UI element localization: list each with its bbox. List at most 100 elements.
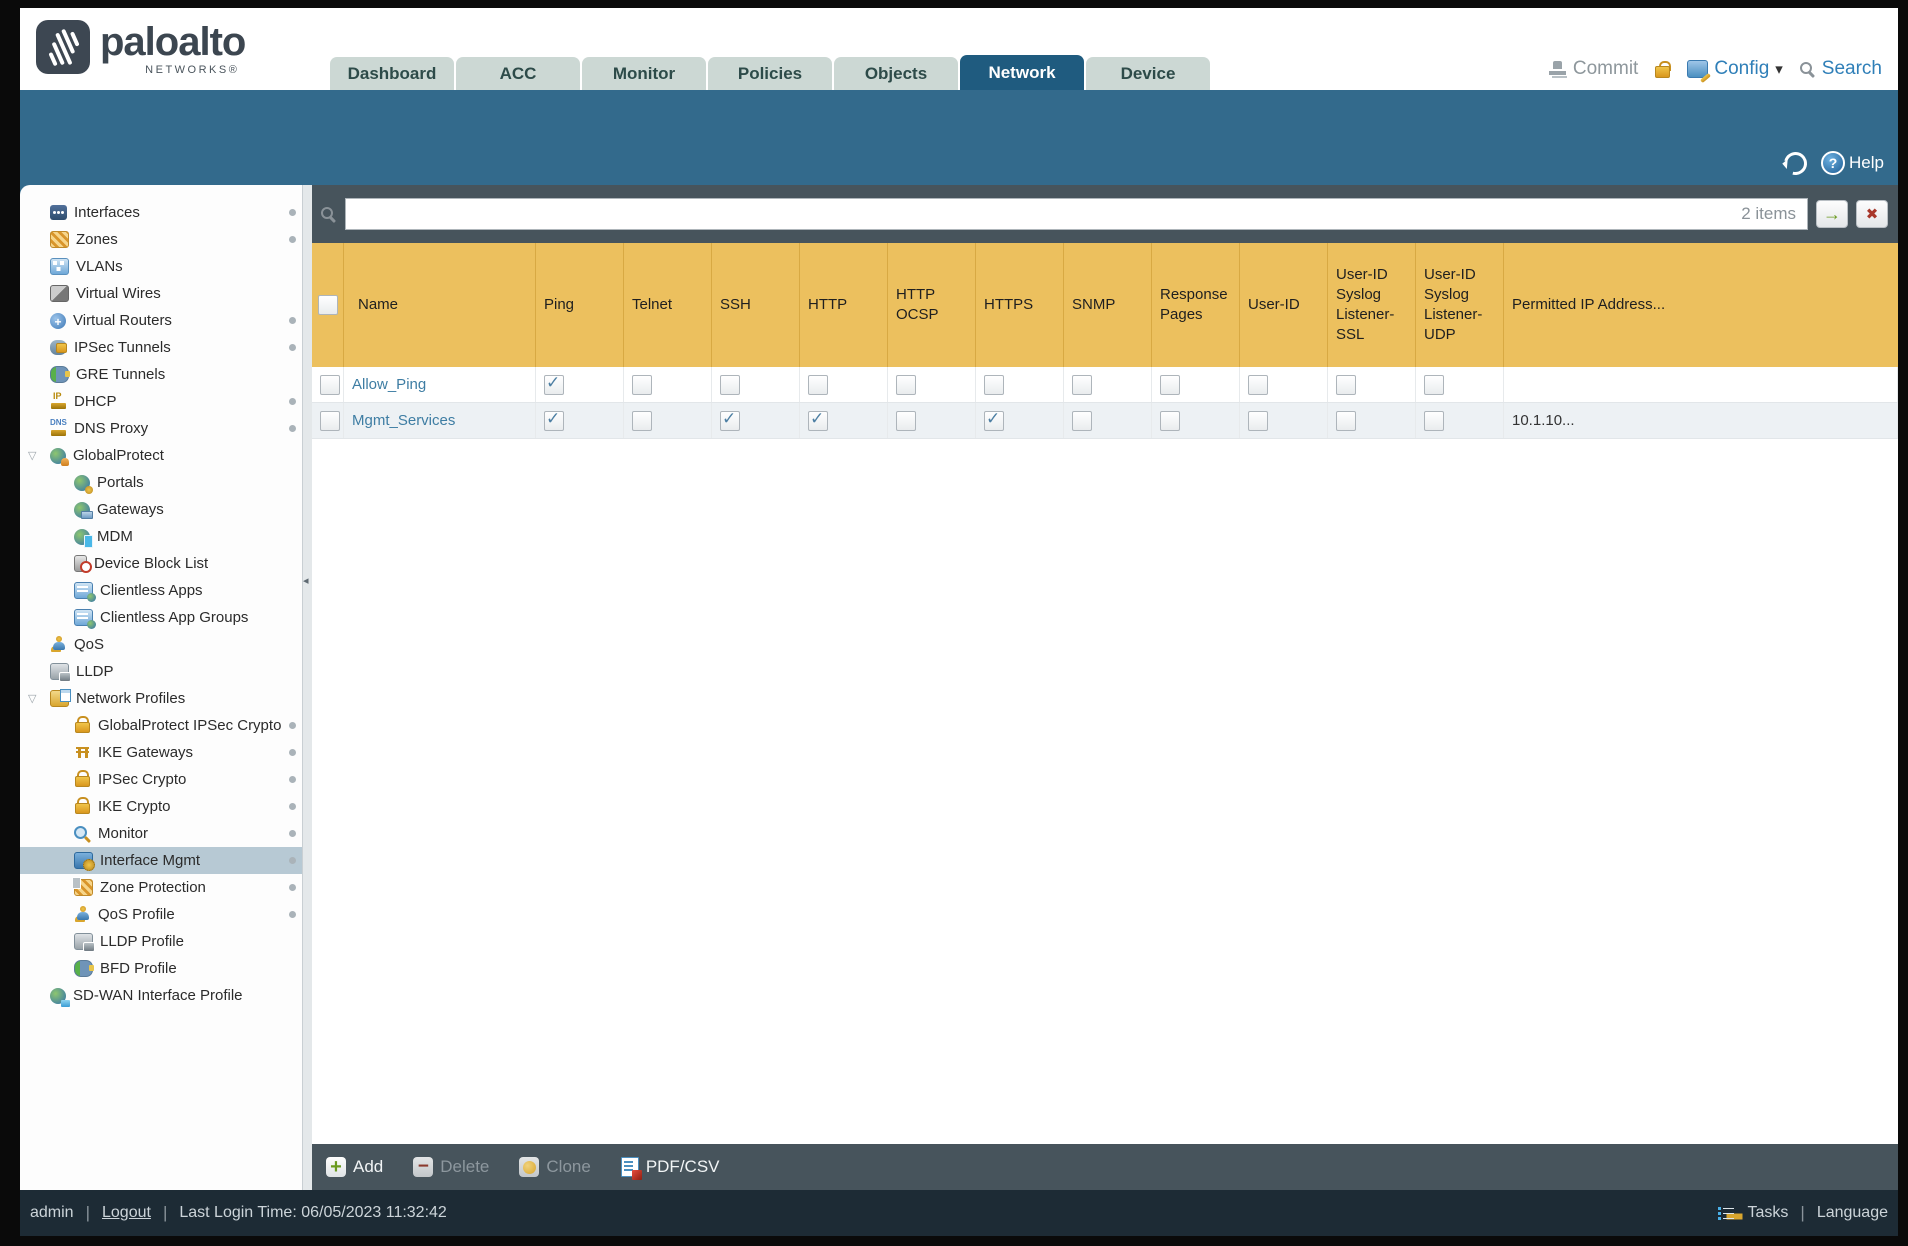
collapse-expander-icon[interactable] xyxy=(28,449,42,463)
uid-syslog-udp-checkbox[interactable] xyxy=(1424,410,1444,431)
tasks-button[interactable]: Tasks xyxy=(1747,1204,1789,1221)
lock-icon[interactable] xyxy=(1654,60,1672,78)
column-snmp[interactable]: SNMP xyxy=(1064,243,1152,367)
sidebar-item-ike-gateways[interactable]: IKE Gateways xyxy=(20,739,312,766)
tab-policies[interactable]: Policies xyxy=(708,57,832,90)
sidebar-item-network-profiles[interactable]: Network Profiles xyxy=(20,685,312,712)
ssh-checkbox[interactable] xyxy=(720,374,740,395)
sidebar-item-sdwan-interface-profile[interactable]: SD-WAN Interface Profile xyxy=(20,982,312,1009)
sidebar-item-interfaces[interactable]: Interfaces xyxy=(20,199,312,226)
sidebar-item-ipsec-tunnels[interactable]: IPSec Tunnels xyxy=(20,334,312,361)
sidebar-item-gre-tunnels[interactable]: GRE Tunnels xyxy=(20,361,312,388)
sidebar-item-clientless-app-groups[interactable]: Clientless App Groups xyxy=(20,604,312,631)
clear-filter-button[interactable] xyxy=(1856,200,1888,228)
pdf-csv-button[interactable]: PDF/CSV xyxy=(620,1157,720,1180)
ssh-checkbox[interactable] xyxy=(720,409,740,431)
sidebar-item-globalprotect-ipsec-crypto[interactable]: GlobalProtect IPSec Crypto xyxy=(20,712,312,739)
http-checkbox[interactable] xyxy=(808,374,828,395)
add-button[interactable]: Add xyxy=(326,1157,383,1177)
ping-checkbox[interactable] xyxy=(544,373,564,395)
commit-button[interactable]: Commit xyxy=(1548,58,1638,80)
sidebar-item-mdm[interactable]: MDM xyxy=(20,523,312,550)
delete-button[interactable]: Delete xyxy=(413,1157,489,1177)
language-button[interactable]: Language xyxy=(1816,1204,1888,1221)
clone-button[interactable]: Clone xyxy=(519,1157,591,1177)
sidebar-item-lldp[interactable]: LLDP xyxy=(20,658,312,685)
column-user-id[interactable]: User-ID xyxy=(1240,243,1328,367)
table-row[interactable]: Mgmt_Services 10.1.10... xyxy=(312,403,1898,439)
http-ocsp-checkbox[interactable] xyxy=(896,374,916,395)
response-pages-checkbox[interactable] xyxy=(1160,374,1180,395)
sidebar-collapse-icon[interactable] xyxy=(303,570,312,592)
sidebar-item-dhcp[interactable]: DHCP xyxy=(20,388,312,415)
column-uid-syslog-ssl[interactable]: User-ID Syslog Listener-SSL xyxy=(1328,243,1416,367)
profile-name-link[interactable]: Mgmt_Services xyxy=(352,412,456,429)
telnet-checkbox[interactable] xyxy=(632,410,652,431)
apply-filter-button[interactable] xyxy=(1816,200,1848,228)
sidebar-item-lldp-profile[interactable]: LLDP Profile xyxy=(20,928,312,955)
column-uid-syslog-udp[interactable]: User-ID Syslog Listener-UDP xyxy=(1416,243,1504,367)
row-select-checkbox[interactable] xyxy=(320,374,340,395)
tab-device[interactable]: Device xyxy=(1086,57,1210,90)
refresh-icon[interactable] xyxy=(1779,147,1812,179)
http-ocsp-checkbox[interactable] xyxy=(896,410,916,431)
sidebar-item-clientless-apps[interactable]: Clientless Apps xyxy=(20,577,312,604)
column-https[interactable]: HTTPS xyxy=(976,243,1064,367)
logout-link[interactable]: Logout xyxy=(102,1204,151,1221)
row-select-checkbox[interactable] xyxy=(320,410,340,431)
sidebar-item-virtual-wires[interactable]: Virtual Wires xyxy=(20,280,312,307)
sidebar-item-zone-protection[interactable]: Zone Protection xyxy=(20,874,312,901)
tab-dashboard[interactable]: Dashboard xyxy=(330,57,454,90)
global-search-button[interactable]: Search xyxy=(1799,58,1882,80)
tab-network[interactable]: Network xyxy=(960,55,1084,90)
sidebar-item-portals[interactable]: Portals xyxy=(20,469,312,496)
sidebar-item-interface-mgmt[interactable]: Interface Mgmt xyxy=(20,847,312,874)
telnet-checkbox[interactable] xyxy=(632,374,652,395)
uid-syslog-udp-checkbox[interactable] xyxy=(1424,374,1444,395)
user-id-checkbox[interactable] xyxy=(1248,410,1268,431)
sidebar-item-qos-profile[interactable]: QoS Profile xyxy=(20,901,312,928)
column-ping[interactable]: Ping xyxy=(536,243,624,367)
table-row[interactable]: Allow_Ping xyxy=(312,367,1898,403)
sidebar-item-zones[interactable]: Zones xyxy=(20,226,312,253)
sidebar-item-ike-crypto[interactable]: IKE Crypto xyxy=(20,793,312,820)
uid-syslog-ssl-checkbox[interactable] xyxy=(1336,374,1356,395)
sidebar-item-vlans[interactable]: VLANs xyxy=(20,253,312,280)
snmp-checkbox[interactable] xyxy=(1072,410,1092,431)
https-checkbox[interactable] xyxy=(984,409,1004,431)
sidebar-item-gateways[interactable]: Gateways xyxy=(20,496,312,523)
config-menu-button[interactable]: Config xyxy=(1687,58,1782,80)
tab-objects[interactable]: Objects xyxy=(834,57,958,90)
sidebar-item-qos[interactable]: QoS xyxy=(20,631,312,658)
mdm-icon xyxy=(74,528,93,548)
ping-checkbox[interactable] xyxy=(544,409,564,431)
snmp-checkbox[interactable] xyxy=(1072,374,1092,395)
select-all-checkbox[interactable] xyxy=(317,295,338,315)
sidebar-item-bfd-profile[interactable]: BFD Profile xyxy=(20,955,312,982)
sidebar-item-ipsec-crypto[interactable]: IPSec Crypto xyxy=(20,766,312,793)
column-ssh[interactable]: SSH xyxy=(712,243,800,367)
user-id-checkbox[interactable] xyxy=(1248,374,1268,395)
sidebar-item-globalprotect[interactable]: GlobalProtect xyxy=(20,442,312,469)
sidebar-item-device-block-list[interactable]: Device Block List xyxy=(20,550,312,577)
help-button[interactable]: Help xyxy=(1821,151,1884,175)
collapse-expander-icon[interactable] xyxy=(28,692,42,706)
tab-acc[interactable]: ACC xyxy=(456,57,580,90)
sidebar-item-dns-proxy[interactable]: DNS Proxy xyxy=(20,415,312,442)
filter-input[interactable] xyxy=(345,198,1808,230)
column-http-ocsp[interactable]: HTTP OCSP xyxy=(888,243,976,367)
response-pages-checkbox[interactable] xyxy=(1160,410,1180,431)
column-response-pages[interactable]: Response Pages xyxy=(1152,243,1240,367)
https-checkbox[interactable] xyxy=(984,374,1004,395)
column-permitted-ip[interactable]: Permitted IP Address... xyxy=(1512,296,1666,313)
column-name[interactable]: Name xyxy=(344,243,536,367)
profile-name-link[interactable]: Allow_Ping xyxy=(352,376,427,393)
sidebar-scrollbar[interactable] xyxy=(302,185,312,1190)
column-telnet[interactable]: Telnet xyxy=(624,243,712,367)
sidebar-item-monitor-profile[interactable]: Monitor xyxy=(20,820,312,847)
sidebar-item-virtual-routers[interactable]: Virtual Routers xyxy=(20,307,312,334)
tab-monitor[interactable]: Monitor xyxy=(582,57,706,90)
http-checkbox[interactable] xyxy=(808,409,828,431)
column-http[interactable]: HTTP xyxy=(800,243,888,367)
uid-syslog-ssl-checkbox[interactable] xyxy=(1336,410,1356,431)
